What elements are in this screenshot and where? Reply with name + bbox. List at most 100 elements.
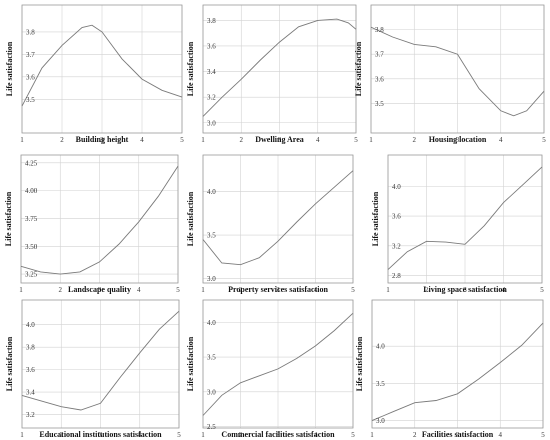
series-line: [21, 310, 180, 411]
plot-frame: [21, 299, 180, 429]
x-axis-label: Landscape quality: [68, 285, 131, 294]
x-axis-label: Building height: [76, 135, 129, 144]
x-tick-label: 3: [100, 136, 104, 144]
x-tick-label: 4: [314, 286, 318, 294]
plot-frame: [20, 154, 179, 284]
y-tick-label: 3.4: [26, 389, 35, 397]
x-tick-label: 1: [201, 136, 205, 144]
x-tick-label: 3: [463, 286, 467, 294]
x-tick-label: 2: [59, 286, 63, 294]
y-tick-label: 3.6: [207, 42, 216, 50]
x-tick-label: 2: [60, 431, 64, 439]
y-tick-label: 4.0: [207, 319, 216, 327]
plot-frame: [387, 154, 543, 284]
y-tick-label: 2.5: [207, 423, 216, 431]
x-tick-label: 3: [456, 136, 460, 144]
plot-frame: [371, 299, 544, 429]
x-tick-label: 4: [499, 136, 503, 144]
plot-frame: [202, 299, 354, 429]
y-tick-label: 3.5: [26, 96, 35, 104]
x-tick-label: 2: [413, 136, 417, 144]
series-line: [20, 165, 179, 275]
x-tick-label: 5: [176, 286, 180, 294]
x-tick-label: 4: [499, 431, 503, 439]
x-axis-label: Facilities satisfaction: [422, 430, 494, 439]
y-tick-label: 3.2: [392, 242, 401, 250]
y-tick-label: 4.0: [26, 321, 35, 329]
chart-panel: 1 2 3 4 5 3.5 3.6 3.7 3.8 Building height Life sat…: [5, 4, 184, 144]
x-tick-label: 2: [425, 286, 429, 294]
x-tick-label: 1: [201, 431, 205, 439]
series-line: [202, 312, 354, 416]
y-tick-label: 3.6: [26, 366, 35, 374]
series-line: [387, 166, 543, 270]
y-axis-label: Life satisfaction: [186, 191, 195, 246]
x-axis-label: Commercial facilities satisfaction: [221, 430, 335, 439]
y-tick-label: 4.0: [207, 188, 216, 196]
x-tick-label: 5: [351, 431, 355, 439]
y-tick-label: 4.0: [376, 343, 385, 351]
y-tick-label: 3.4: [207, 68, 216, 76]
y-axis-label: Life satisfaction: [4, 191, 13, 246]
x-tick-label: 2: [60, 136, 64, 144]
plot-frame: [202, 4, 357, 134]
plot-frame: [370, 4, 545, 134]
y-tick-label: 2.8: [392, 272, 401, 280]
x-axis-label: Educational institutions satisfaction: [39, 430, 162, 439]
y-tick-label: 3.6: [26, 73, 35, 81]
y-axis-label: Life satisfaction: [354, 41, 363, 96]
x-axis-label: Living space satisfaction: [423, 285, 507, 294]
x-tick-label: 1: [20, 136, 24, 144]
y-tick-label: 3.50: [25, 243, 38, 251]
y-tick-label: 4.0: [392, 183, 401, 191]
x-tick-label: 5: [541, 431, 545, 439]
chart-panel: 1 2 3 4 5 3.2 3.4 3.6 3.8 4.0 Educational institut…: [5, 299, 181, 439]
x-tick-label: 3: [99, 431, 103, 439]
x-tick-label: 3: [98, 286, 102, 294]
x-tick-label: 3: [278, 136, 282, 144]
x-tick-label: 4: [316, 136, 320, 144]
x-tick-label: 1: [369, 136, 373, 144]
y-tick-label: 3.5: [375, 100, 384, 108]
x-tick-label: 3: [276, 286, 280, 294]
y-tick-label: 3.0: [207, 275, 216, 283]
x-tick-label: 1: [386, 286, 390, 294]
y-tick-label: 3.5: [376, 380, 385, 388]
x-axis-label: Property services satisfaction: [228, 285, 328, 294]
series-line: [202, 18, 357, 117]
plot-frame: [202, 154, 354, 284]
x-tick-label: 3: [276, 431, 280, 439]
y-tick-label: 3.6: [375, 75, 384, 83]
series-line: [21, 24, 183, 107]
y-axis-label: Life satisfaction: [371, 191, 380, 246]
x-axis-label: Housing location: [429, 135, 487, 144]
x-tick-label: 1: [370, 431, 374, 439]
chart-panel: 1 2 3 4 5 3.25 3.50 3.75 4.00 4.25 Landscape quali…: [4, 154, 180, 294]
y-tick-label: 3.0: [207, 119, 216, 127]
series-line: [202, 170, 354, 266]
x-tick-label: 5: [177, 431, 181, 439]
chart-panel: 1 2 3 4 5 3.0 3.5 4.0 Facilities satisfaction Lif…: [355, 299, 545, 439]
series-line: [371, 322, 544, 422]
y-axis-label: Life satisfaction: [355, 336, 364, 391]
plot-frame: [21, 4, 183, 134]
y-axis-label: Life satisfaction: [5, 41, 14, 96]
y-tick-label: 3.0: [207, 388, 216, 396]
x-axis-label: Dwelling Area: [255, 135, 304, 144]
x-tick-label: 2: [239, 431, 243, 439]
y-tick-label: 3.2: [207, 94, 216, 102]
x-tick-label: 4: [137, 286, 141, 294]
x-tick-label: 5: [540, 286, 544, 294]
x-tick-label: 2: [413, 431, 417, 439]
y-axis-label: Life satisfaction: [186, 41, 195, 96]
y-tick-label: 4.00: [25, 187, 38, 195]
y-tick-label: 4.25: [25, 159, 38, 167]
chart-panel: 1 2 3 4 5 2.8 3.2 3.6 4.0 Living space satisfacti…: [371, 154, 544, 294]
x-tick-label: 4: [502, 286, 506, 294]
chart-panel: 1 2 3 4 5 2.5 3.0 3.5 4.0 Commercial facilities s…: [186, 299, 355, 439]
y-tick-label: 3.5: [207, 354, 216, 362]
x-tick-label: 2: [240, 136, 244, 144]
x-tick-label: 1: [201, 286, 205, 294]
x-tick-label: 2: [239, 286, 243, 294]
chart-panel: 1 2 3 4 5 3.0 3.2 3.4 3.6 3.8 Dwelling Area Life sa…: [186, 4, 358, 144]
